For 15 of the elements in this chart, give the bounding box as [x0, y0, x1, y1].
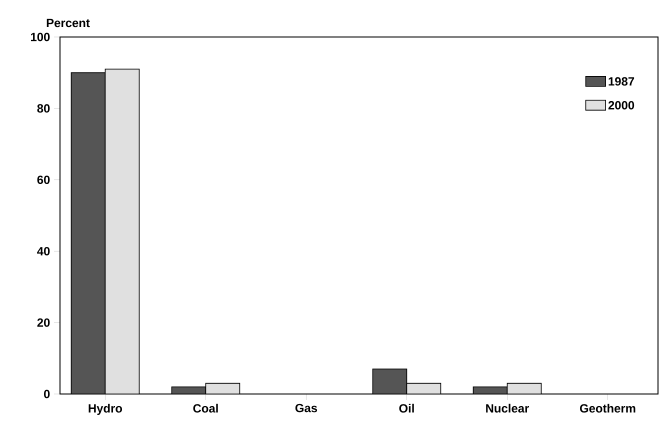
x-tick-label: Geotherm — [580, 404, 636, 413]
legend-label: 2000 — [608, 101, 634, 110]
x-tick-label: Coal — [193, 404, 218, 413]
y-tick-label: 60 — [37, 176, 50, 184]
y-tick-label: 40 — [37, 246, 50, 256]
x-tick-label: Hydro — [88, 404, 122, 415]
y-tick-label: 0 — [44, 390, 50, 398]
x-tick-label: Nuclear — [486, 404, 529, 413]
y-tick-label: 20 — [37, 318, 50, 327]
y-axis-title: Percent — [46, 18, 90, 28]
legend-label: 1987 — [608, 77, 634, 86]
x-tick-label: Gas — [295, 404, 318, 412]
y-tick-label: 80 — [37, 104, 50, 113]
y-tick-label: 100 — [30, 32, 50, 42]
x-tick-label: Oil — [399, 404, 414, 413]
